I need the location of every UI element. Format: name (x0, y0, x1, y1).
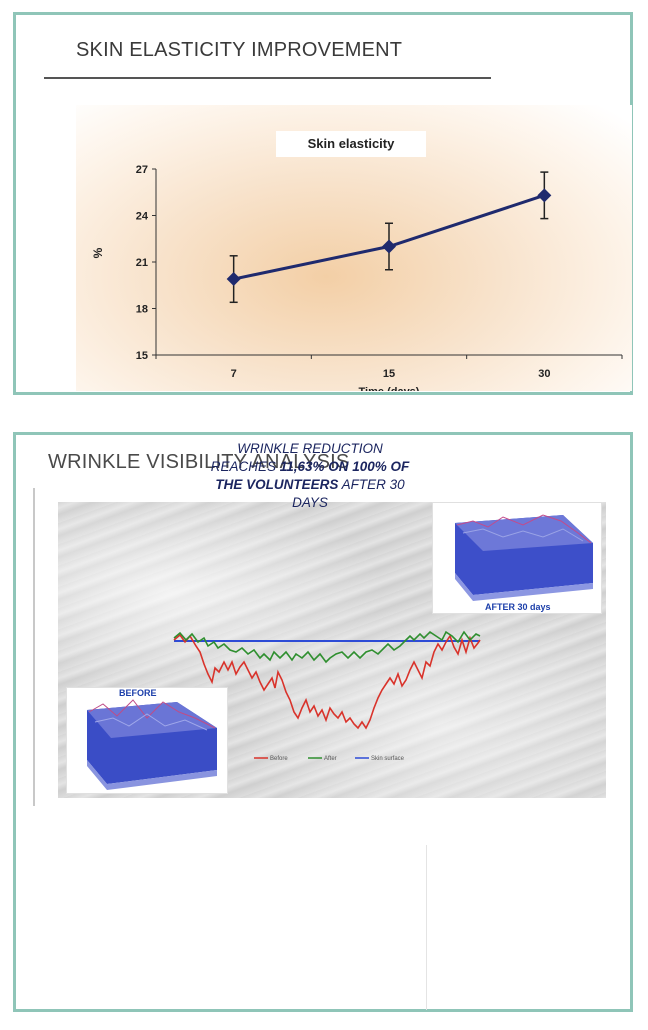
before-label: BEFORE (119, 688, 157, 698)
y-tick-label: 15 (136, 350, 148, 362)
data-point-marker (226, 272, 241, 287)
before-surface-graphic (87, 699, 217, 790)
x-axis-label: Time (days) (359, 386, 420, 391)
before-profile-line (173, 633, 481, 730)
skin-surface-image: Before After Skin surface AFTER 30 days … (58, 502, 606, 798)
caption-highlight: 11,63% ON 100% OF THE VOLUNTEERS (215, 459, 410, 492)
x-tick-label: 15 (383, 368, 395, 380)
elasticity-card: SKIN ELASTICITY IMPROVEMENT Skin elastic… (13, 12, 633, 395)
legend-skin-surface: Skin surface (371, 756, 405, 762)
after-profile-line (173, 630, 481, 664)
after-3d-map: AFTER 30 days (432, 502, 602, 614)
data-point-marker (537, 188, 552, 203)
after-surface-graphic (455, 514, 593, 601)
before-3d-map: BEFORE (66, 687, 228, 794)
y-tick-label: 27 (136, 164, 148, 176)
y-tick-label: 21 (136, 257, 148, 269)
wrinkle-card: WRINKLE VISIBILITY ANALYSIS Before After… (13, 432, 633, 1012)
elasticity-chart-svg: Skin elasticity 15 18 21 24 27 7 15 30 Time (days… (91, 131, 623, 391)
wrinkle-reduction-caption: WRINKLE REDUCTION REACHES 11,63% ON 100%… (210, 440, 410, 512)
data-point-marker (382, 239, 396, 254)
title-divider (44, 77, 491, 79)
after-label: AFTER 30 days (485, 602, 551, 612)
legend-before: Before (270, 756, 288, 762)
y-tick-label: 18 (136, 304, 148, 316)
caption-text-1: WRINKLE REDUCTION REACHES (210, 441, 383, 474)
chart-title: Skin elasticity (308, 136, 395, 151)
caption-text-2: AFTER 30 DAYS (292, 477, 405, 510)
elasticity-chart: Skin elasticity 15 18 21 24 27 7 15 30 Time (days… (76, 105, 632, 391)
y-axis-label: % (91, 247, 105, 258)
wrinkle-section-title: WRINKLE VISIBILITY ANALYSIS (48, 451, 350, 473)
y-tick-label: 24 (136, 211, 149, 223)
x-tick-label: 30 (538, 368, 550, 380)
elasticity-section-title: SKIN ELASTICITY IMPROVEMENT (76, 39, 403, 61)
divider-line (33, 488, 35, 806)
chart-title-box (276, 131, 426, 157)
x-tick-label: 7 (231, 368, 237, 380)
legend-after: After (324, 756, 337, 762)
wrinkle-profile-plot: Before After Skin surface (173, 630, 481, 762)
caption-divider (426, 845, 427, 1010)
